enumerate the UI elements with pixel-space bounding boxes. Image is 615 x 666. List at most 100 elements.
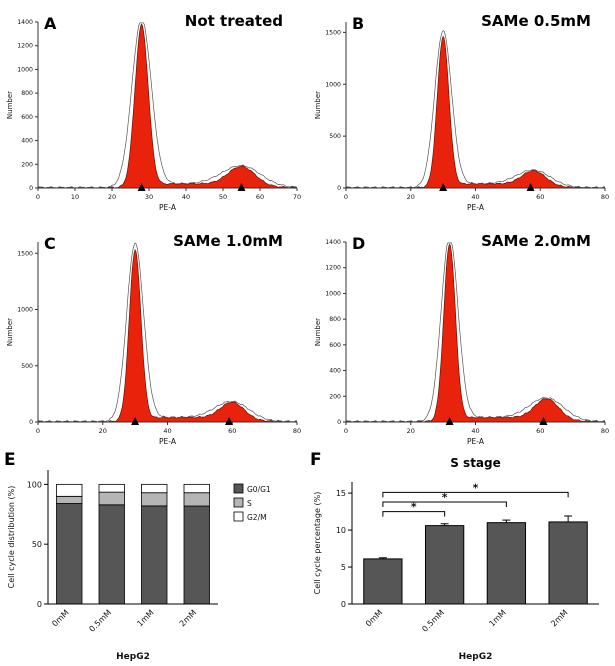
category-label: 2mM [549,608,569,628]
gate-markers [137,183,246,191]
axes [37,242,297,423]
y-axis-label: Cell cycle percentage (%) [313,492,322,595]
svg-text:0: 0 [36,427,40,435]
gate-marker [137,183,146,191]
panel-b: 0 500 1000 1500 0 20 40 60 80 PE-A Number B SAMe 0… [310,2,613,214]
gate-markers [445,417,548,425]
y-axis-ticks: 0 500 1000 1500 [17,250,38,426]
panel-d: 0 200 400 600 800 1000 1200 1400 0 20 40 60 80 PE-A Nu… [310,222,613,448]
panel-f-title: S stage [450,456,501,470]
gate-marker [539,417,548,425]
svg-text:400: 400 [329,368,341,375]
svg-text:500: 500 [21,363,33,370]
stacked-segment [98,504,125,605]
x-axis-ticks: 0 20 40 60 80 [344,422,609,435]
svg-text:1500: 1500 [325,29,341,36]
gate-markers [439,183,535,191]
stacked-bar-plot: 0mM 0.5mM 1mM 2mM 0 50 100 HepG2 Cell cycle dist… [7,470,271,662]
cell-cycle-distribution-chart: 0mM 0.5mM 1mM 2mM 0 50 100 HepG2 Cell cycle dist… [2,454,304,664]
flow-curves [346,242,605,422]
svg-text:20: 20 [407,427,415,435]
gate-marker [131,417,140,425]
x-axis-label: PE-A [467,437,485,446]
histogram-fill [38,23,297,188]
panel-d-letter: D [352,234,366,253]
flow-histogram-d: 0 200 400 600 800 1000 1200 1400 0 20 40 60 80 PE-A Nu… [310,222,613,448]
svg-text:100: 100 [27,480,42,489]
panel-a-letter: A [44,14,57,33]
svg-text:400: 400 [21,138,33,145]
x-axis-label: PE-A [159,203,177,212]
x-axis-label: HepG2 [459,652,493,662]
y-axis-label: Number [6,318,14,346]
panel-a-title: Not treated [184,12,283,30]
svg-text:1400: 1400 [17,19,33,26]
category-label: 0mM [364,608,384,628]
significance-star: * [411,501,417,514]
panel-c-letter: C [44,234,56,253]
bar [424,525,465,605]
svg-text:0: 0 [344,427,348,435]
panel-b-letter: B [352,14,365,33]
svg-text:0: 0 [37,600,42,609]
y-axis-label: Number [6,91,14,119]
stacked-segment [56,495,83,504]
flow-plot-C: 0 500 1000 1500 0 20 40 60 80 PE-A Number [6,242,301,446]
x-axis-label: PE-A [159,437,177,446]
svg-text:5: 5 [341,563,346,572]
histogram-fill [346,35,605,188]
svg-text:1400: 1400 [325,239,341,246]
svg-text:40: 40 [471,427,479,435]
svg-text:1200: 1200 [325,265,341,272]
stacked-segment [141,505,168,605]
significance-brackets: * * * [382,481,569,517]
legend-label: G0/G1 [247,485,271,494]
legend-swatch [233,511,244,522]
svg-text:80: 80 [601,193,609,201]
category-label: 0.5mM [87,608,113,634]
svg-text:30: 30 [145,193,153,201]
y-axis-ticks: 0 200 400 600 800 1000 1200 1400 [17,19,38,192]
flow-curves [38,22,297,188]
svg-text:60: 60 [536,193,544,201]
stacked-segment [141,492,168,507]
svg-text:50: 50 [219,193,227,201]
stacked-segment [183,505,210,605]
gate-marker [439,183,448,191]
svg-text:20: 20 [99,427,107,435]
y-axis-ticks: 0 200 400 600 800 1000 1200 1400 [325,239,346,426]
y-axis-ticks: 0 500 1000 1500 [325,29,346,192]
stacked-segment [183,483,210,494]
fit-outline [38,22,297,188]
category-label: 1mM [135,608,155,628]
svg-text:1000: 1000 [325,290,341,297]
svg-text:800: 800 [21,90,33,97]
svg-text:10: 10 [336,526,346,535]
fit-outline [346,242,605,422]
panel-c: 0 500 1000 1500 0 20 40 60 80 PE-A Number C SAMe 1… [2,222,305,448]
panel-c-title: SAMe 1.0mM [173,232,283,250]
stacked-segment [141,483,168,494]
svg-text:0: 0 [36,193,40,201]
flow-curves [38,242,297,422]
panel-f-letter: F [310,450,322,470]
stacked-segment [56,483,83,497]
bar [363,558,403,605]
bar-plot: 0mM 0.5mM 1mM 2mM 0 5 10 15 HepG2 Cell cycle perc… [313,481,599,662]
flow-plot-A: 0 200 400 600 800 1000 1200 1400 0 10 20 30 40 50 60 70… [6,19,301,212]
svg-text:600: 600 [329,342,341,349]
legend: G0/G1 S G2/M [233,483,271,522]
svg-text:0: 0 [341,600,346,609]
svg-text:40: 40 [471,193,479,201]
significance-bracket [382,501,507,507]
flow-plot-D: 0 200 400 600 800 1000 1200 1400 0 20 40 60 80 PE-A Nu… [314,239,609,446]
axes [345,22,605,189]
svg-text:1500: 1500 [17,250,33,257]
x-axis-ticks: 0 20 40 60 80 [344,188,609,201]
svg-text:80: 80 [601,427,609,435]
legend-swatch [233,483,244,494]
gate-marker [237,183,246,191]
svg-text:1000: 1000 [17,66,33,73]
svg-text:40: 40 [163,427,171,435]
flow-curves [346,29,605,188]
